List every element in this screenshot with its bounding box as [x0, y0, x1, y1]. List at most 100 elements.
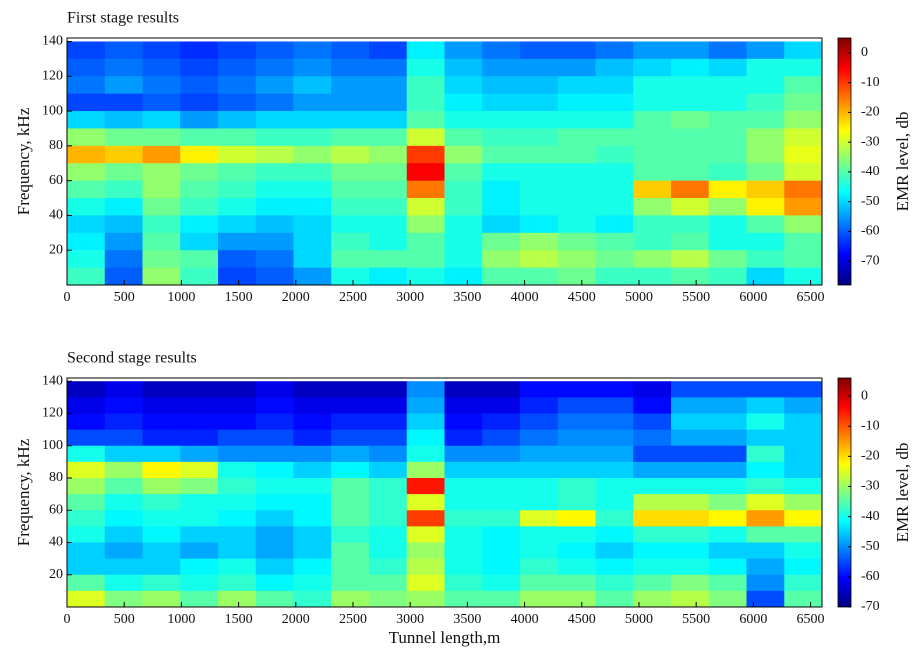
heatmap-cell	[746, 232, 785, 251]
heatmap-cell	[746, 510, 785, 527]
heatmap-cell	[142, 542, 181, 560]
heatmap-cell	[784, 526, 822, 543]
heatmap-cell	[708, 381, 747, 398]
heatmap-cell	[671, 461, 710, 479]
heatmap-cell	[180, 445, 219, 463]
heatmap-cell	[331, 461, 370, 479]
heatmap-cell	[406, 163, 445, 182]
heatmap-cell	[142, 267, 181, 285]
heatmap-cell	[180, 494, 219, 511]
heatmap-cell	[557, 145, 596, 164]
heatmap-cell	[293, 198, 332, 216]
x-tick-label: 4500	[568, 612, 596, 627]
heatmap-cell	[708, 542, 747, 560]
heatmap-cell	[331, 250, 370, 269]
heatmap-cell	[784, 232, 822, 251]
heatmap-cell	[708, 128, 747, 147]
heatmap-cell	[746, 267, 785, 285]
heatmap-cell	[369, 93, 408, 112]
heatmap-cell	[255, 574, 294, 592]
heatmap-cell	[67, 215, 106, 234]
heatmap-cell	[708, 558, 747, 576]
heatmap-cell	[255, 232, 294, 251]
heatmap-cell	[482, 41, 521, 60]
heatmap-cell	[293, 111, 332, 129]
heatmap-cell	[482, 429, 521, 447]
heatmap-cell	[595, 413, 634, 431]
heatmap-cell	[255, 163, 294, 182]
heatmap-cell	[293, 215, 332, 234]
heatmap-cell	[482, 526, 521, 543]
heatmap-cell	[784, 41, 822, 60]
heatmap-cell	[708, 232, 747, 251]
heatmap-cell	[520, 445, 559, 463]
x-tick-label: 2500	[339, 290, 367, 305]
heatmap-cell	[293, 93, 332, 112]
heatmap-cell	[746, 215, 785, 234]
heatmap-cell	[708, 413, 747, 431]
heatmap-cell	[293, 58, 332, 77]
heatmap-cell	[557, 558, 596, 576]
heatmap-cell	[104, 250, 143, 269]
heatmap-cell	[104, 111, 143, 129]
heatmap-cell	[444, 41, 483, 60]
heatmap-cell	[67, 163, 106, 182]
heatmap-cell	[369, 397, 408, 414]
x-tick-label: 5500	[682, 290, 710, 305]
heatmap-cell	[595, 41, 634, 60]
heatmap-cell	[482, 461, 521, 479]
heatmap-cell	[671, 215, 710, 234]
heatmap-cell	[369, 163, 408, 182]
heatmap-cell	[293, 445, 332, 463]
heatmap-cell	[595, 590, 634, 607]
heatmap-cell	[671, 413, 710, 431]
plot-frame	[66, 377, 823, 608]
heatmap-cell	[557, 250, 596, 269]
heatmap-cell	[218, 58, 257, 77]
heatmap-cell	[444, 429, 483, 447]
heatmap-cell	[557, 267, 596, 285]
heatmap-cell	[671, 494, 710, 511]
heatmap-cell	[369, 111, 408, 129]
heatmap-cell	[746, 41, 785, 60]
heatmap-cell	[520, 267, 559, 285]
heatmap-cell	[784, 76, 822, 95]
heatmap-cell	[293, 267, 332, 285]
heatmap-cell	[406, 128, 445, 147]
heatmap-cell	[255, 429, 294, 447]
heatmap-cell	[218, 128, 257, 147]
heatmap-cell	[444, 542, 483, 560]
x-tick-label: 6500	[797, 290, 825, 305]
heatmap-cell	[293, 250, 332, 269]
colorbar-tick-label: -30	[861, 134, 880, 149]
heatmap-cell	[784, 445, 822, 463]
heatmap-cell	[67, 397, 106, 414]
colorbar-tick-label: -20	[861, 449, 880, 464]
x-tick-label: 1500	[225, 612, 253, 627]
heatmap-cell	[255, 250, 294, 269]
heatmap-cell	[482, 128, 521, 147]
heatmap-cell	[331, 590, 370, 607]
heatmap-cell	[557, 128, 596, 147]
heatmap-cell	[218, 232, 257, 251]
heatmap-cell	[67, 93, 106, 112]
heatmap-cell	[406, 397, 445, 414]
heatmap-cell	[671, 41, 710, 60]
heatmap-cell	[557, 198, 596, 216]
heatmap-cell	[180, 111, 219, 129]
heatmap-cell	[557, 232, 596, 251]
heatmap-cell	[255, 93, 294, 112]
heatmap-cell	[406, 267, 445, 285]
heatmap-cell	[708, 215, 747, 234]
heatmap-cell	[67, 445, 106, 463]
heatmap-cells	[67, 381, 822, 607]
heatmap-cell	[218, 93, 257, 112]
heatmap-cell	[104, 128, 143, 147]
heatmap-cell	[444, 494, 483, 511]
heatmap-cell	[406, 558, 445, 576]
heatmap-cell	[293, 180, 332, 199]
heatmap-cell	[218, 180, 257, 199]
heatmap-cell	[406, 58, 445, 77]
heatmap-cell	[218, 41, 257, 60]
